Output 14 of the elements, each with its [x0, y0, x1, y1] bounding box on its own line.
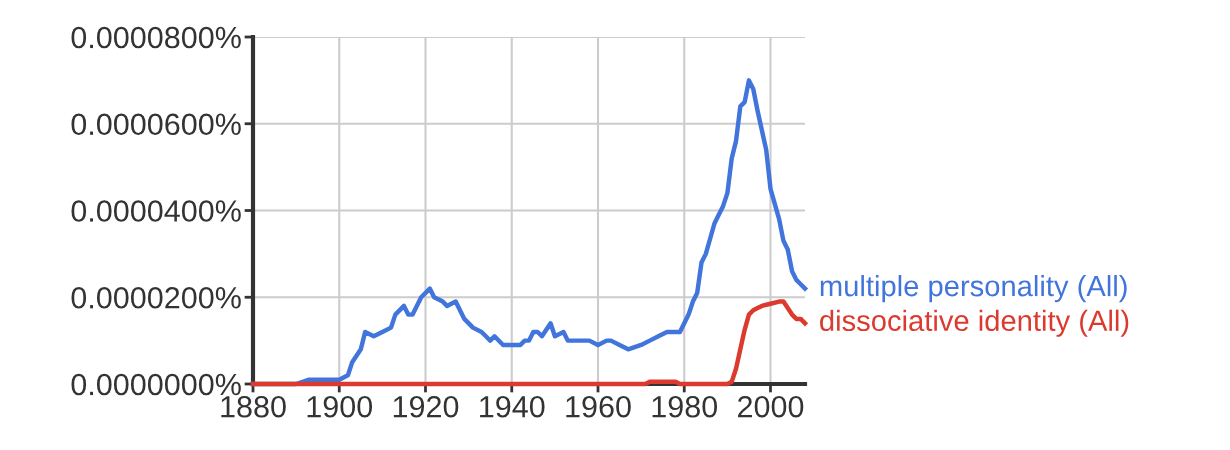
x-tick-label: 1960	[566, 395, 631, 418]
x-tick-label: 1900	[307, 395, 373, 418]
y-tick-label: 0.0000200%	[71, 286, 241, 309]
series-label: dissociative identity (All)	[820, 309, 1129, 337]
y-tick-label: 0.0000600%	[71, 113, 241, 136]
x-tick-label: 1880	[221, 395, 286, 418]
x-tick-label: 1980	[652, 395, 718, 418]
y-tick-label: 0.0000000%	[71, 373, 241, 396]
x-tick-label: 1940	[480, 395, 545, 418]
y-tick-label: 0.0000800%	[71, 26, 241, 49]
series-label: multiple personality (All)	[820, 274, 1127, 303]
x-tick-label: 1920	[393, 395, 459, 418]
y-tick-label: 0.0000400%	[71, 200, 241, 222]
x-tick-label: 2000	[738, 395, 804, 418]
